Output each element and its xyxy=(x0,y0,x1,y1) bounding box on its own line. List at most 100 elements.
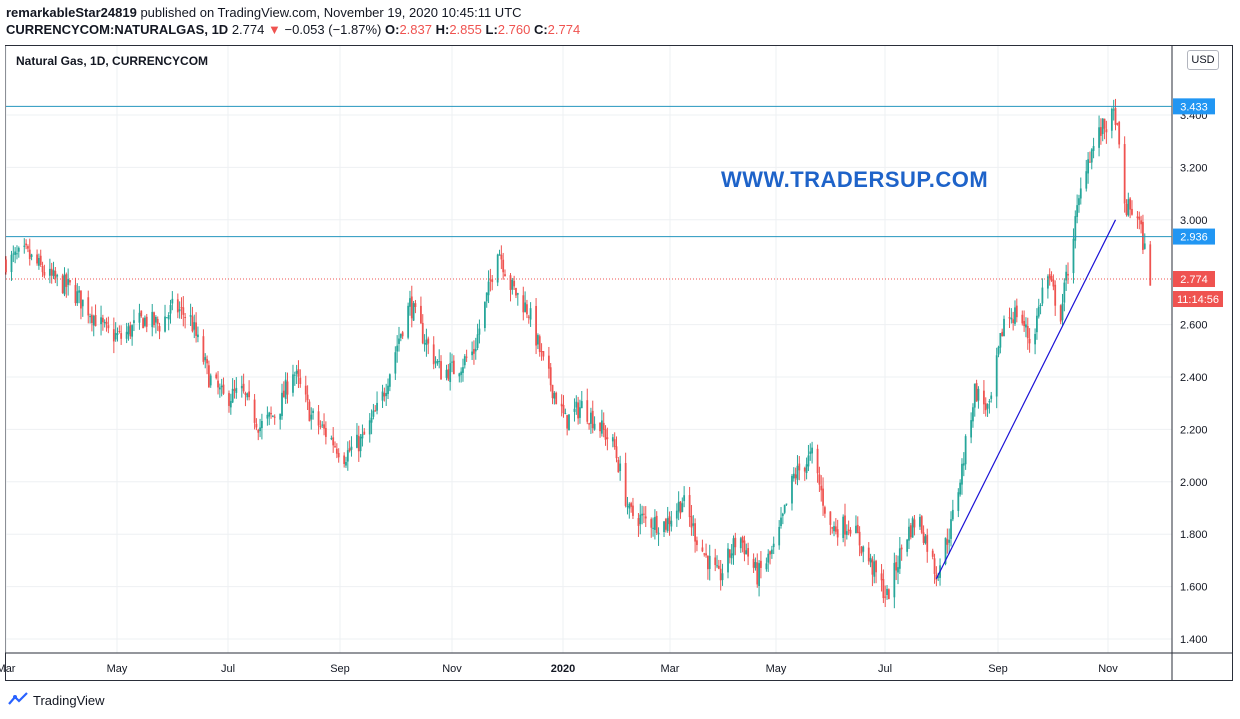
y-tick-label: 2.000 xyxy=(1180,477,1208,489)
candle-body xyxy=(652,527,654,529)
candle-body xyxy=(281,392,283,417)
footer-brand[interactable]: TradingView xyxy=(33,692,105,708)
candle-body xyxy=(1078,198,1080,206)
candle-body xyxy=(164,316,166,332)
candle-body xyxy=(1143,243,1146,249)
candle-body xyxy=(491,279,494,283)
candle-body xyxy=(410,296,413,319)
chart-title: Natural Gas, 1D, CURRENCYCOM xyxy=(16,54,209,68)
candle-body xyxy=(1140,220,1143,225)
high-value: 2.855 xyxy=(449,22,482,37)
candle-body xyxy=(798,463,801,471)
candle-body xyxy=(151,311,154,328)
candle-body xyxy=(542,351,545,357)
low-value: 2.760 xyxy=(497,22,531,37)
candle-body xyxy=(78,290,81,293)
candle-body xyxy=(193,322,196,330)
candle-body xyxy=(1085,171,1088,189)
candle-body xyxy=(611,437,614,442)
candle-body xyxy=(1114,107,1117,126)
candle-body xyxy=(1110,108,1113,131)
candle-body xyxy=(368,420,371,435)
candle-body xyxy=(409,298,411,307)
candle-body xyxy=(180,307,183,309)
candle-body xyxy=(222,384,225,394)
tradingview-logo-icon xyxy=(8,692,28,705)
candle-body xyxy=(677,501,680,512)
candle-body xyxy=(1059,305,1062,322)
candle-body xyxy=(1099,127,1102,136)
candle-body xyxy=(412,303,415,321)
candle-body xyxy=(513,280,516,287)
candle-body xyxy=(983,390,985,405)
level-badge xyxy=(1173,98,1215,115)
y-tick-label: 2.400 xyxy=(1180,372,1208,384)
candle-body xyxy=(350,446,353,450)
candle-body xyxy=(184,317,187,319)
candle-body xyxy=(1065,271,1068,281)
candle-body xyxy=(324,428,327,437)
candle-body xyxy=(1061,303,1064,321)
candle-body xyxy=(972,407,974,422)
candle-body xyxy=(886,588,888,595)
candle-body xyxy=(653,517,656,530)
candle-body xyxy=(745,550,748,555)
candle-body xyxy=(476,334,479,348)
candle-body xyxy=(845,531,848,535)
candle-body xyxy=(101,317,104,323)
candle-body xyxy=(975,383,978,402)
candle-body xyxy=(591,410,594,429)
candle-body xyxy=(434,361,437,363)
candle-body xyxy=(630,503,633,507)
candle-body xyxy=(38,257,40,266)
candle-body xyxy=(484,301,486,329)
candle-body xyxy=(670,520,673,527)
candle-body xyxy=(716,565,718,567)
candle-body xyxy=(1103,118,1106,129)
candle-body xyxy=(206,359,208,364)
symbol-line: CURRENCYCOM:NATURALGAS, 1D xyxy=(6,22,229,37)
candle-body xyxy=(171,298,174,304)
candle-body xyxy=(485,292,488,302)
candle-body xyxy=(257,429,260,433)
candle-body xyxy=(568,414,570,431)
high-label: H: xyxy=(435,22,450,37)
candle-body xyxy=(107,325,110,329)
y-tick-label: 3.200 xyxy=(1180,162,1208,174)
publisher-name[interactable]: remarkableStar24819 xyxy=(6,5,137,20)
candle-body xyxy=(271,415,274,417)
candle-body xyxy=(118,331,121,333)
candle-body xyxy=(56,275,59,277)
last-price-badge xyxy=(1173,271,1215,288)
candle-body xyxy=(743,540,746,555)
candle-body xyxy=(522,295,525,313)
candle-body xyxy=(81,299,84,307)
candle-body xyxy=(420,305,422,324)
open-value: 2.837 xyxy=(399,22,432,37)
candle-body xyxy=(537,335,539,345)
candle-body xyxy=(780,517,782,527)
candle-body xyxy=(145,316,148,327)
candle-body xyxy=(12,253,15,255)
candle-body xyxy=(887,589,890,600)
currency-button[interactable]: USD xyxy=(1187,50,1219,70)
candle-body xyxy=(767,553,770,563)
candle-body xyxy=(781,513,784,516)
candle-body xyxy=(675,510,678,519)
candle-body xyxy=(1076,205,1079,217)
candle-body xyxy=(796,465,799,480)
candle-body xyxy=(906,539,909,552)
candle-body xyxy=(555,392,558,405)
candle-body xyxy=(50,268,53,276)
candle-body xyxy=(632,505,634,516)
candle-body xyxy=(202,336,205,362)
y-tick-label: 1.600 xyxy=(1180,582,1208,594)
candle-body xyxy=(694,523,697,542)
candle-body xyxy=(69,280,71,283)
candle-body xyxy=(562,405,565,414)
x-tick-label: 2020 xyxy=(551,663,575,675)
candle-body xyxy=(1129,198,1132,210)
candle-body xyxy=(217,380,219,388)
candle-body xyxy=(1087,159,1089,174)
